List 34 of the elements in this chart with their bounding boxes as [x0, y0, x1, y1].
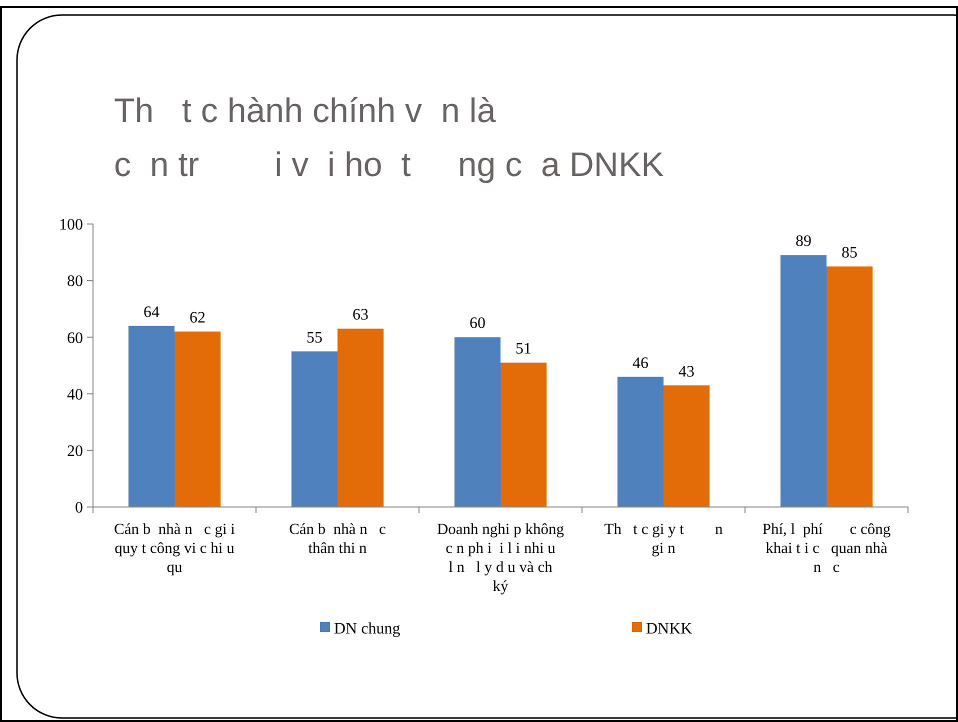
y-tick-label: 60: [67, 330, 83, 347]
data-label: 64: [143, 304, 160, 321]
y-tick-label: 100: [59, 216, 83, 234]
data-label: 46: [632, 354, 648, 372]
data-label: 63: [352, 306, 369, 324]
bar: [617, 376, 664, 507]
data-label: 85: [842, 244, 858, 262]
chart-title: Th t c hành chính v n là c n tr i v i ho t ng c a DNKK: [114, 92, 664, 184]
legend-label: DN chung: [334, 620, 400, 638]
bar: [454, 337, 500, 507]
y-tick-label: 20: [67, 443, 83, 460]
bar: [128, 326, 174, 507]
data-label: 43: [678, 363, 695, 380]
bar: [500, 362, 547, 507]
x-tick-label: Doanh nghi p không c n ph i i l i nhi u l n l y d u và ch ký: [436, 521, 564, 595]
data-label: 89: [795, 233, 812, 250]
x-tick-label: Th t c gi y t n gi n: [604, 521, 723, 557]
data-label: 51: [516, 340, 532, 358]
bar: [826, 266, 873, 507]
y-tick-label: 40: [67, 386, 83, 404]
bar: [174, 332, 221, 507]
bar: [664, 385, 710, 507]
x-tick-label: Cán b nhà n c thân thi n: [289, 521, 386, 557]
y-tick-label: 80: [67, 273, 83, 290]
bar: [291, 351, 338, 507]
legend-label: DNKK: [646, 620, 693, 638]
y-tick-label: 0: [75, 500, 83, 517]
data-label: 60: [469, 315, 486, 332]
data-label: 55: [306, 329, 322, 346]
bar: [780, 255, 826, 507]
x-tick-label: Cán b nhà n c gi i quy t công vi c hi u qu: [114, 521, 236, 576]
data-label: 62: [190, 310, 206, 327]
bar: [338, 328, 384, 507]
x-tick-label: Phí, l phí c công khai t i c quan nhà n c: [762, 521, 891, 576]
